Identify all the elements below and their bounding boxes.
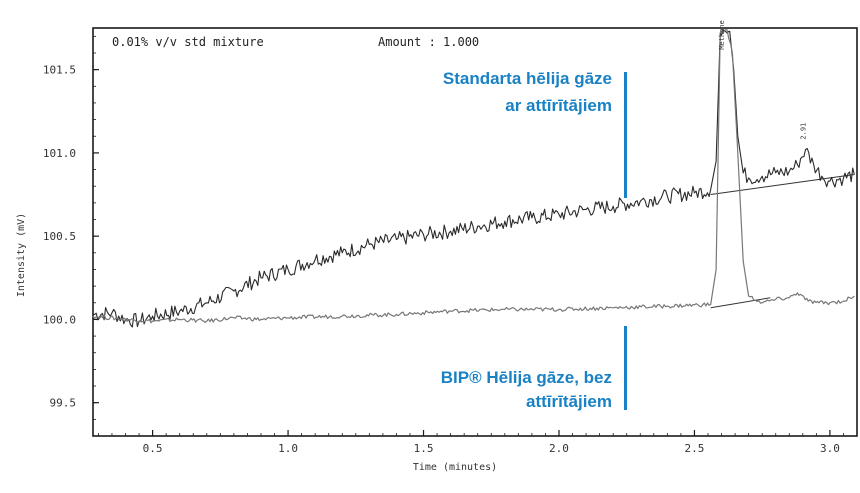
annotation-bip-line1: BIP® Hēlija gāze, bez xyxy=(441,368,612,387)
y-tick-label: 99.5 xyxy=(50,397,77,410)
annotation-bip-line2: attīrītājiem xyxy=(526,392,612,411)
x-tick-label: 2.5 xyxy=(685,442,705,455)
plot-frame xyxy=(92,27,858,437)
baselines xyxy=(710,174,855,309)
x-tick-label: 0.5 xyxy=(143,442,163,455)
annotation-bip-helium: BIP® Hēlija gāze, bez attīrītājiem xyxy=(441,326,627,411)
y-axis-label: Intensity (mV) xyxy=(16,213,27,297)
peak-baseline xyxy=(710,174,855,196)
annotation-standard-helium: Standarta hēlija gāze ar attīrītājiem xyxy=(443,69,627,198)
y-axis: 99.5 100.0 100.5 101.0 101.5 xyxy=(43,35,99,420)
peak-label: Methane xyxy=(718,20,726,50)
series-group xyxy=(92,29,855,328)
annotation-standard-line2: ar attīrītājiem xyxy=(505,96,612,115)
x-axis: 0.5 1.0 1.5 2.0 2.5 3.0 xyxy=(98,430,844,455)
x-tick-label: 1.5 xyxy=(414,442,434,455)
x-tick-label: 2.0 xyxy=(549,442,569,455)
y-tick-label: 100.5 xyxy=(43,230,76,243)
x-tick-label: 1.0 xyxy=(278,442,298,455)
annotation-bip-bar xyxy=(624,326,627,410)
annotation-standard-bar xyxy=(624,72,627,198)
chart-title: 0.01% v/v std mixture xyxy=(112,35,264,49)
x-axis-label: Time (minutes) xyxy=(413,462,497,473)
y-tick-label: 101.0 xyxy=(43,147,76,160)
peak-labels: Methane 2.91 xyxy=(718,20,807,139)
peak-baseline xyxy=(710,297,771,309)
x-tick-label: 3.0 xyxy=(820,442,840,455)
amount-label: Amount : 1.000 xyxy=(378,35,479,49)
y-tick-label: 100.0 xyxy=(43,313,76,326)
y-tick-label: 101.5 xyxy=(43,64,76,77)
peak-label: 2.91 xyxy=(800,123,808,140)
series-line-bip-helium xyxy=(92,29,855,324)
annotation-standard-line1: Standarta hēlija gāze xyxy=(443,69,612,88)
